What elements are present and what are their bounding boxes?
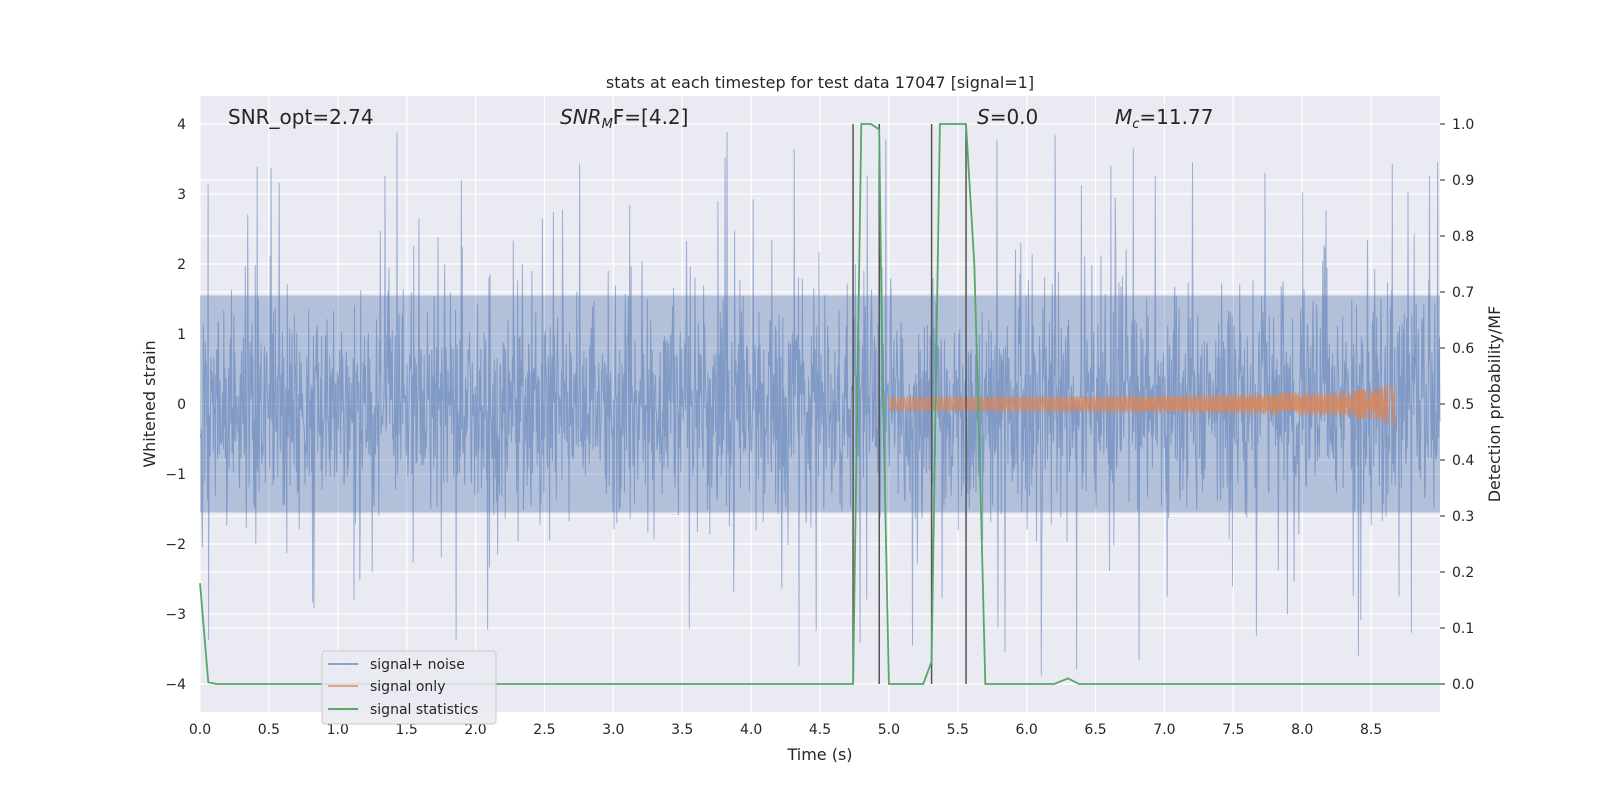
y-tick-label-left: 3 [177, 187, 186, 203]
y-tick-label-left: −2 [165, 537, 186, 553]
y-axis-left-ticks: 4 3 2 1 0 −1 −2 −3 −4 [165, 117, 186, 693]
x-tick-label: 7.5 [1222, 722, 1244, 738]
x-tick-label: 4.5 [809, 722, 831, 738]
y-tick-label-right: 0.3 [1452, 509, 1474, 525]
x-tick-label: 8.0 [1291, 722, 1313, 738]
signal-only-series [888, 384, 1396, 429]
y-tick-label-left: 0 [177, 397, 186, 413]
y-tick-label-right: 0.4 [1452, 453, 1474, 469]
x-tick-label: 8.5 [1360, 722, 1382, 738]
signal-chirp-line [888, 384, 1396, 429]
x-tick-label: 1.5 [396, 722, 418, 738]
x-tick-label: 7.0 [1153, 722, 1175, 738]
legend-label-signal: signal only [370, 679, 445, 695]
x-tick-label: 1.0 [327, 722, 349, 738]
chart-title: stats at each timestep for test data 170… [606, 73, 1034, 92]
y-tick-label-left: 4 [177, 117, 186, 133]
y-tick-label-right: 0.1 [1452, 621, 1474, 637]
y-tick-label-right: 0.5 [1452, 397, 1474, 413]
y-tick-label-right: 0.0 [1452, 677, 1474, 693]
y-tick-label-left: −4 [165, 677, 186, 693]
x-tick-label: 2.5 [533, 722, 555, 738]
x-tick-label: 5.5 [947, 722, 969, 738]
legend-box [321, 650, 497, 725]
x-tick-label: 4.0 [740, 722, 762, 738]
y-tick-label-left: 2 [177, 257, 186, 273]
y-tick-label-right: 0.6 [1452, 341, 1474, 357]
y-axis-left-label: Whitened strain [140, 340, 159, 467]
x-tick-label: 0.0 [189, 722, 211, 738]
y-axis-right-label: Detection probability/MF [1485, 306, 1504, 503]
x-tick-label: 5.0 [878, 722, 900, 738]
y-tick-label-right: 0.7 [1452, 285, 1474, 301]
y-tick-label-right: 1.0 [1452, 117, 1474, 133]
x-tick-label: 6.0 [1016, 722, 1038, 738]
x-tick-label: 3.0 [602, 722, 624, 738]
x-tick-label: 2.0 [464, 722, 486, 738]
annotation-snr-mf: SNRMF=[4.2] [560, 105, 688, 132]
annotation-snr-opt: SNR_opt=2.74 [228, 105, 374, 129]
detection-markers [852, 124, 967, 684]
x-axis-label: Time (s) [786, 745, 852, 764]
annotation-s: S=0.0 [977, 105, 1038, 129]
noise-trace [199, 131, 1441, 676]
y-axis-right-ticks: 1.0 0.9 0.8 0.7 0.6 0.5 0.4 0.3 0.2 0.1 0.0 [1440, 117, 1474, 693]
y-tick-label-left: −1 [165, 467, 186, 483]
x-tick-label: 6.5 [1084, 722, 1106, 738]
x-axis-ticks: 0.0 0.5 1.0 1.5 2.0 2.5 3.0 3.5 4.0 4.5 5.0 5.5 6.0 6… [189, 722, 1382, 738]
y-tick-label-right: 0.2 [1452, 565, 1474, 581]
y-tick-label-left: −3 [165, 607, 186, 623]
y-tick-label-right: 0.8 [1452, 229, 1474, 245]
legend-label-noise: signal+ noise [370, 657, 465, 673]
x-tick-label: 3.5 [671, 722, 693, 738]
x-tick-label: 0.5 [258, 722, 280, 738]
y-tick-label-left: 1 [177, 327, 186, 343]
legend: signal+ noise signal only signal statist… [321, 650, 497, 725]
annotation-mc: Mc=11.77 [1115, 105, 1213, 132]
legend-label-stats: signal statistics [370, 702, 478, 718]
y-tick-label-right: 0.9 [1452, 173, 1474, 189]
